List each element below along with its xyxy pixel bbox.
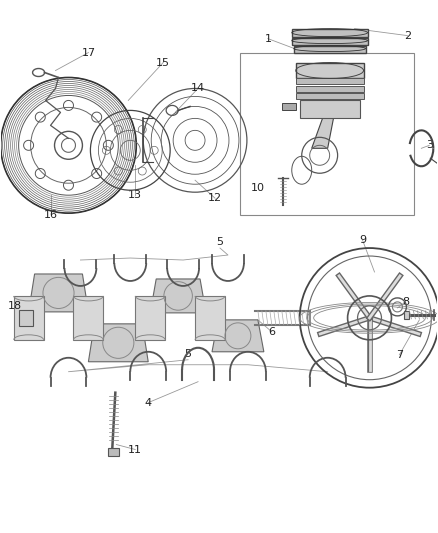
Text: 9: 9 xyxy=(359,235,366,245)
Text: 17: 17 xyxy=(81,47,95,58)
Text: 4: 4 xyxy=(145,398,152,408)
Bar xyxy=(240,53,414,215)
Bar xyxy=(74,296,103,340)
Bar xyxy=(300,100,360,118)
Bar xyxy=(14,296,43,340)
Text: 18: 18 xyxy=(7,301,22,311)
Bar xyxy=(296,86,364,92)
Text: 2: 2 xyxy=(404,30,411,41)
Bar xyxy=(108,448,119,456)
Text: 1: 1 xyxy=(265,34,272,44)
Text: 7: 7 xyxy=(396,350,403,360)
Bar xyxy=(296,78,364,84)
Text: 5: 5 xyxy=(184,349,191,359)
Text: 14: 14 xyxy=(191,84,205,93)
Text: 8: 8 xyxy=(402,297,409,307)
Text: 10: 10 xyxy=(251,183,265,193)
Text: 15: 15 xyxy=(156,58,170,68)
Bar xyxy=(294,46,366,53)
Polygon shape xyxy=(312,112,335,148)
Polygon shape xyxy=(28,274,88,312)
Text: 3: 3 xyxy=(426,140,433,150)
Bar xyxy=(195,296,225,340)
Text: 12: 12 xyxy=(208,193,222,203)
Text: 6: 6 xyxy=(268,327,276,337)
Bar xyxy=(292,29,367,37)
Text: 5: 5 xyxy=(216,237,223,247)
Polygon shape xyxy=(212,320,264,352)
Text: 16: 16 xyxy=(43,210,57,220)
Polygon shape xyxy=(150,279,206,313)
Text: 11: 11 xyxy=(128,445,142,455)
Polygon shape xyxy=(88,324,148,362)
Text: 13: 13 xyxy=(128,190,142,200)
Bar xyxy=(296,93,364,100)
Bar xyxy=(19,310,32,326)
Bar xyxy=(135,296,165,340)
Bar xyxy=(404,311,410,319)
Bar xyxy=(292,38,367,45)
Bar xyxy=(282,103,296,110)
Bar xyxy=(296,62,364,78)
